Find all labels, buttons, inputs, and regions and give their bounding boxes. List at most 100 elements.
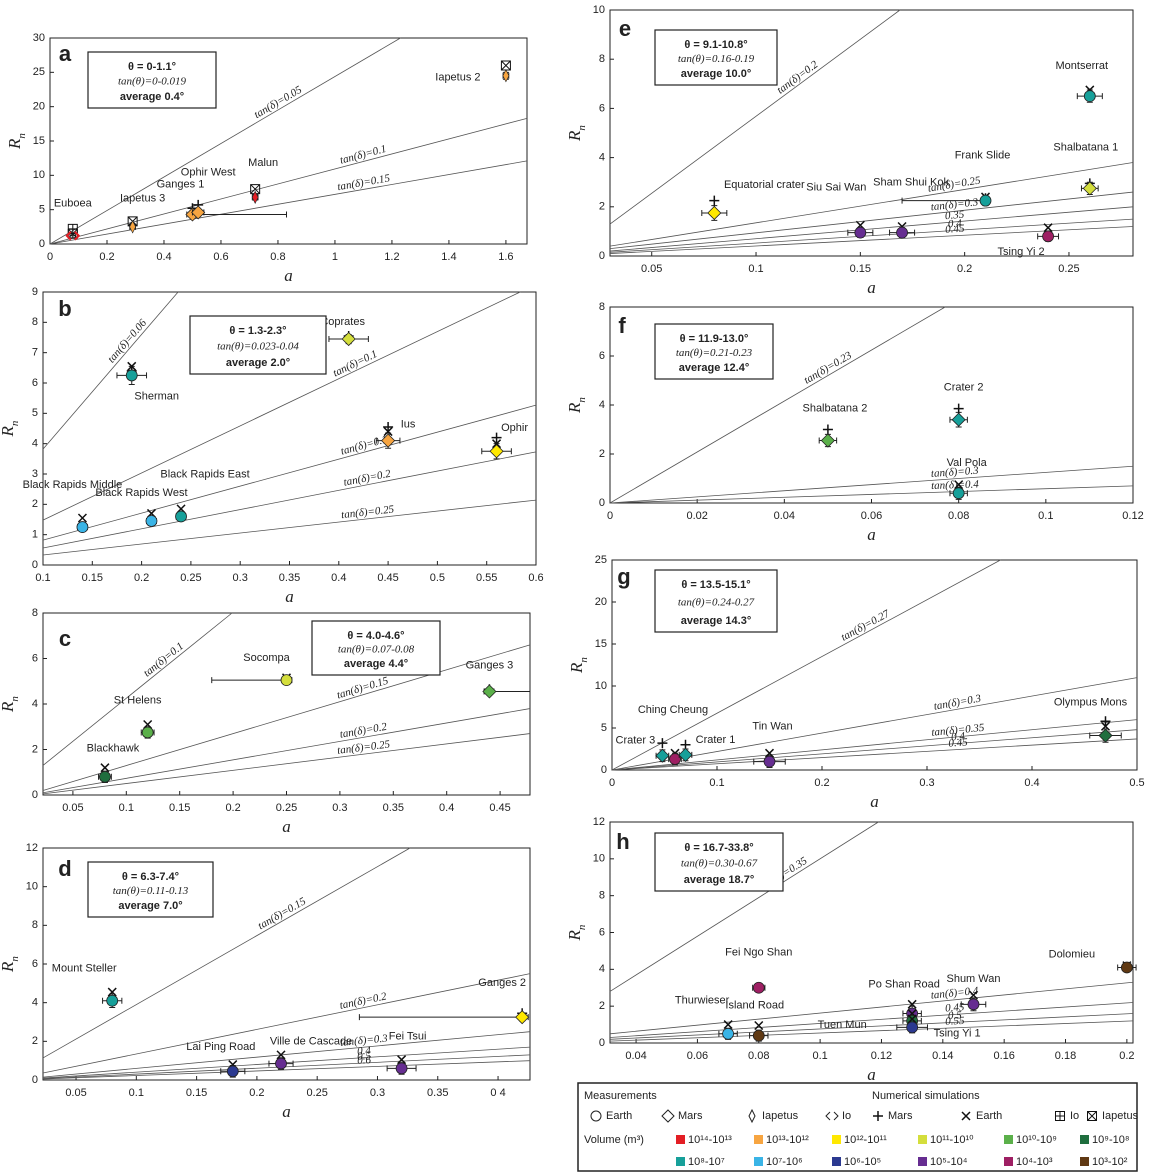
legend-swatch — [1004, 1157, 1013, 1166]
y-tick-label: 10 — [33, 169, 45, 181]
legend-title: Volume (m³) — [584, 1134, 644, 1146]
point-label: Ganges 2 — [478, 977, 526, 989]
legend-label: Io — [1070, 1110, 1079, 1122]
tan-delta-line — [42, 973, 531, 1074]
tan-delta-line — [609, 1020, 1134, 1042]
x-tick-label: 0.15 — [169, 802, 190, 814]
x-axis-label: a — [285, 587, 294, 606]
x-tick-label: 0.15 — [850, 263, 871, 275]
point-label: Tin Wan — [752, 721, 792, 733]
line-label: tan(δ)=0.1 — [339, 143, 388, 167]
x-tick-label: 0 4 — [490, 1087, 505, 1099]
y-tick-label: 2 — [32, 498, 38, 510]
y-tick-label: 0 — [32, 1074, 38, 1086]
y-axis-label: Rn — [5, 133, 28, 150]
info-tan: tan(θ)=0.16-0.19 — [678, 53, 755, 65]
x-tick-label: 0 — [607, 510, 613, 522]
x-tick-label: 0.05 — [641, 263, 662, 275]
y-tick-label: 7 — [32, 347, 38, 359]
tan-delta-line — [609, 206, 1134, 252]
x-tick-label: 0.2 — [814, 777, 829, 789]
point-label: Tuen Mun — [818, 1019, 867, 1031]
y-axis-label-sub: n — [9, 696, 21, 702]
y-axis-label-main: R — [0, 701, 17, 713]
line-label: tan(δ)=0.3 — [340, 1032, 389, 1048]
x-axis-label: a — [282, 1102, 291, 1121]
x-tick-label: 0.2 — [99, 251, 114, 263]
sim-earth — [764, 748, 775, 758]
tan-delta-line — [611, 677, 1138, 771]
y-tick-label: 10 — [593, 853, 605, 865]
y-tick-label: 8 — [32, 316, 38, 328]
legend-label: 10⁴-10³ — [1016, 1156, 1053, 1168]
tan-delta-line — [42, 612, 233, 766]
panel-letter: h — [616, 829, 629, 854]
info-average: average 10.0° — [681, 68, 751, 80]
legend-swatch — [1080, 1157, 1089, 1166]
point-earth — [752, 1029, 765, 1042]
y-tick-label: 0 — [32, 789, 38, 801]
legend-label: 10¹⁰-10⁹ — [1016, 1134, 1057, 1146]
legend-swatch — [832, 1135, 841, 1144]
y-tick-label: 8 — [599, 53, 605, 65]
tan-delta-line — [609, 9, 901, 225]
y-tick-label: 4 — [32, 698, 38, 710]
line-label: tan(δ)=0.2 — [339, 990, 389, 1011]
y-axis-label: Rn — [0, 696, 21, 713]
sim-earth — [397, 1055, 407, 1065]
sim-iapetus — [500, 60, 511, 71]
point-earth — [280, 674, 293, 687]
y-tick-label: 20 — [595, 596, 607, 608]
sim-earth — [968, 990, 979, 1000]
legend-label: 10³-10² — [1092, 1156, 1128, 1168]
x-tick-label: 0.04 — [774, 510, 795, 522]
y-tick-label: 4 — [599, 152, 605, 164]
y-tick-label: 9 — [32, 286, 38, 298]
y-tick-label: 8 — [32, 607, 38, 619]
x-tick-label: 0.1 — [748, 263, 763, 275]
point-label: Ganges 3 — [466, 659, 514, 671]
y-tick-label: 0 — [599, 250, 605, 262]
point-earth — [99, 770, 111, 783]
line-label: 0.4 — [357, 1045, 372, 1058]
y-tick-label: 25 — [33, 66, 45, 78]
point-label: Euboea — [54, 198, 93, 210]
tan-delta-line — [42, 1031, 531, 1078]
legend-label: 10¹¹-10¹⁰ — [930, 1134, 974, 1146]
line-label: 0.4 — [951, 730, 966, 743]
point-label: Mount Steller — [52, 963, 117, 975]
y-tick-label: 4 — [599, 399, 605, 411]
point-label: Sham Shui Kok — [873, 177, 949, 189]
line-label: tan(δ)=0.15 — [336, 172, 391, 193]
point-label: Siu Sai Wan — [806, 182, 866, 194]
point-label: Tsing Yi 2 — [998, 246, 1045, 258]
info-average: average 18.7° — [684, 874, 754, 886]
line-label: 0.45 — [948, 736, 968, 749]
point-mars — [951, 412, 966, 427]
info-box — [189, 315, 327, 375]
y-tick-label: 2 — [32, 1035, 38, 1047]
y-axis-label-sub: n — [576, 125, 588, 131]
x-tick-label: 0.6 — [213, 251, 228, 263]
y-axis-label: Rn — [565, 397, 588, 414]
x-tick-label: 0.06 — [861, 510, 882, 522]
legend-symbol — [1087, 1111, 1097, 1121]
legend-label: 10⁸-10⁷ — [688, 1156, 725, 1168]
point-label: Iapetus 3 — [120, 193, 165, 205]
y-tick-label: 10 — [595, 680, 607, 692]
line-label: tan(δ)=0.35 — [931, 722, 986, 739]
y-tick-label: 0 — [32, 559, 38, 571]
info-average: average 7.0° — [118, 900, 182, 912]
line-label: tan(δ)=0.2 — [343, 468, 393, 489]
legend-symbol — [873, 1111, 883, 1121]
legend-title: Measurements — [584, 1090, 657, 1102]
line-label: tan(δ)=0.23 — [802, 349, 854, 386]
line-label: tan(δ)=0.3 — [933, 693, 983, 713]
info-theta: θ = 0-1.1° — [128, 61, 176, 73]
panel-letter: g — [617, 564, 630, 589]
y-axis-label-main: R — [0, 961, 17, 973]
y-tick-label: 5 — [601, 722, 607, 734]
y-axis-label: Rn — [567, 657, 590, 674]
point-earth — [967, 998, 980, 1011]
point-label: Black Rapids West — [95, 487, 187, 499]
